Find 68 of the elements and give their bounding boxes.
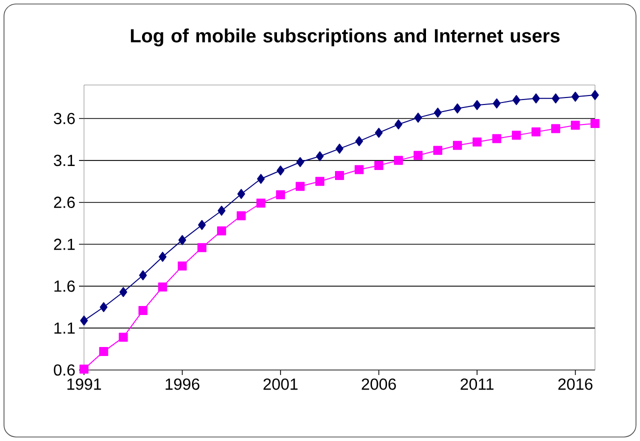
x-tick-label: 1996 bbox=[166, 378, 200, 390]
point bbox=[236, 211, 246, 220]
y-tick-label: 2.6 bbox=[54, 196, 75, 208]
point bbox=[355, 136, 364, 146]
point bbox=[296, 182, 305, 191]
point bbox=[552, 93, 560, 104]
point bbox=[335, 171, 344, 180]
point bbox=[532, 127, 541, 136]
point bbox=[80, 364, 89, 374]
point bbox=[80, 316, 88, 326]
point bbox=[551, 124, 560, 134]
point bbox=[452, 140, 462, 150]
point bbox=[119, 287, 128, 298]
x-tick-label: 2001 bbox=[264, 378, 298, 390]
point bbox=[198, 220, 206, 230]
point bbox=[454, 103, 462, 114]
point bbox=[315, 176, 324, 186]
point bbox=[472, 137, 482, 146]
point bbox=[473, 100, 481, 110]
chart-title: Log of mobile subscriptions and Internet users bbox=[130, 28, 560, 46]
point bbox=[197, 243, 206, 252]
point bbox=[492, 98, 501, 108]
y-tick-label: 3.1 bbox=[54, 154, 75, 166]
point bbox=[296, 157, 304, 168]
point bbox=[276, 165, 284, 176]
point bbox=[178, 235, 186, 246]
y-tick-label: 0.6 bbox=[54, 364, 75, 376]
point bbox=[354, 165, 364, 174]
point bbox=[218, 206, 226, 216]
x-tick-label: 2011 bbox=[460, 378, 494, 390]
x-tick-label: 1991 bbox=[67, 378, 102, 390]
point bbox=[316, 151, 324, 162]
point bbox=[414, 150, 423, 160]
point bbox=[138, 306, 148, 315]
y-tick-label: 1.1 bbox=[54, 322, 75, 334]
point bbox=[158, 282, 168, 292]
point bbox=[374, 160, 384, 170]
x-tick-label: 2006 bbox=[362, 378, 396, 390]
point bbox=[414, 112, 422, 123]
point bbox=[512, 130, 521, 140]
point bbox=[433, 146, 442, 155]
y-tick-label: 2.1 bbox=[54, 238, 75, 250]
point bbox=[492, 134, 502, 144]
y-tick-label: 3.6 bbox=[54, 112, 75, 124]
y-tick-label: 1.6 bbox=[54, 280, 75, 292]
point bbox=[256, 198, 266, 208]
point bbox=[217, 226, 226, 236]
point bbox=[532, 93, 540, 104]
point bbox=[99, 347, 108, 356]
point bbox=[336, 144, 344, 154]
point bbox=[257, 174, 265, 184]
point bbox=[100, 302, 108, 312]
point bbox=[434, 108, 442, 118]
point bbox=[394, 119, 402, 130]
point bbox=[590, 119, 600, 128]
point bbox=[276, 190, 286, 200]
point bbox=[178, 262, 187, 271]
point bbox=[237, 188, 246, 199]
point bbox=[118, 332, 128, 342]
point bbox=[158, 252, 166, 262]
point bbox=[591, 90, 599, 100]
point bbox=[394, 156, 403, 165]
x-tick-label: 2016 bbox=[558, 378, 592, 390]
point bbox=[374, 128, 383, 138]
point bbox=[512, 95, 520, 106]
point bbox=[571, 92, 580, 102]
point bbox=[139, 270, 147, 280]
point bbox=[570, 120, 580, 130]
